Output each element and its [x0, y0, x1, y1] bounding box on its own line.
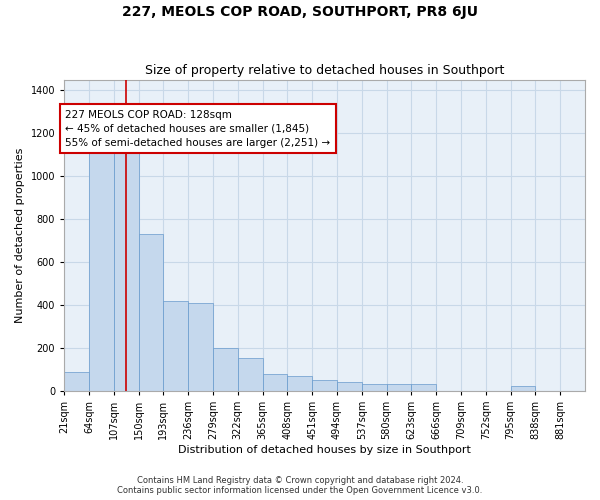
Title: Size of property relative to detached houses in Southport: Size of property relative to detached ho…: [145, 64, 504, 77]
Text: 227, MEOLS COP ROAD, SOUTHPORT, PR8 6JU: 227, MEOLS COP ROAD, SOUTHPORT, PR8 6JU: [122, 5, 478, 19]
Text: 227 MEOLS COP ROAD: 128sqm
← 45% of detached houses are smaller (1,845)
55% of s: 227 MEOLS COP ROAD: 128sqm ← 45% of deta…: [65, 110, 331, 148]
Bar: [386, 384, 412, 391]
Bar: [114, 146, 139, 391]
Bar: [163, 300, 188, 391]
Bar: [64, 372, 89, 391]
Text: Contains HM Land Registry data © Crown copyright and database right 2024.
Contai: Contains HM Land Registry data © Crown c…: [118, 476, 482, 495]
Bar: [188, 303, 213, 391]
Bar: [263, 374, 287, 391]
Bar: [287, 376, 312, 391]
Bar: [213, 348, 238, 391]
Bar: [337, 382, 362, 391]
Bar: [362, 384, 386, 391]
X-axis label: Distribution of detached houses by size in Southport: Distribution of detached houses by size …: [178, 445, 471, 455]
Bar: [312, 380, 337, 391]
Bar: [511, 386, 535, 391]
Bar: [412, 384, 436, 391]
Bar: [89, 144, 114, 391]
Y-axis label: Number of detached properties: Number of detached properties: [15, 148, 25, 323]
Bar: [238, 358, 263, 391]
Bar: [139, 234, 163, 391]
